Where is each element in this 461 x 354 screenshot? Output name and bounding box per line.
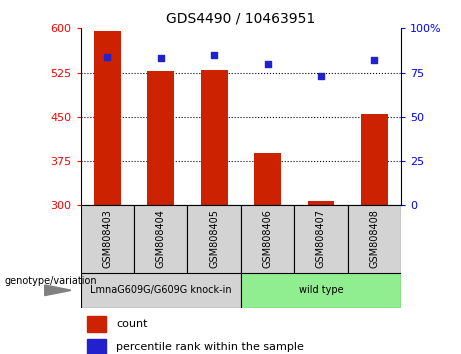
Polygon shape: [45, 285, 71, 296]
Bar: [294, 205, 348, 273]
Point: [317, 73, 325, 79]
Text: wild type: wild type: [299, 285, 343, 295]
Bar: [254, 153, 281, 205]
Text: GSM808405: GSM808405: [209, 210, 219, 268]
Point: [157, 56, 165, 61]
Bar: [87, 316, 106, 332]
Bar: [348, 205, 401, 273]
Bar: [81, 205, 134, 273]
Text: count: count: [116, 319, 148, 330]
Point: [264, 61, 271, 67]
Point: [371, 57, 378, 63]
Bar: [81, 273, 241, 308]
Text: genotype/variation: genotype/variation: [5, 276, 97, 286]
Text: GSM808408: GSM808408: [369, 210, 379, 268]
Bar: [94, 31, 121, 205]
Bar: [188, 205, 241, 273]
Text: GSM808404: GSM808404: [156, 210, 166, 268]
Text: GSM808407: GSM808407: [316, 210, 326, 268]
Bar: [241, 273, 401, 308]
Text: percentile rank within the sample: percentile rank within the sample: [116, 342, 304, 353]
Bar: [148, 72, 174, 205]
Text: GSM808403: GSM808403: [102, 210, 112, 268]
Point: [104, 54, 111, 59]
Point: [211, 52, 218, 58]
Bar: [361, 114, 388, 205]
Text: GSM808406: GSM808406: [263, 210, 272, 268]
Bar: [87, 339, 106, 354]
Bar: [201, 70, 228, 205]
Bar: [134, 205, 188, 273]
Title: GDS4490 / 10463951: GDS4490 / 10463951: [166, 12, 315, 26]
Text: LmnaG609G/G609G knock-in: LmnaG609G/G609G knock-in: [90, 285, 231, 295]
Bar: [307, 201, 334, 205]
Bar: [241, 205, 294, 273]
